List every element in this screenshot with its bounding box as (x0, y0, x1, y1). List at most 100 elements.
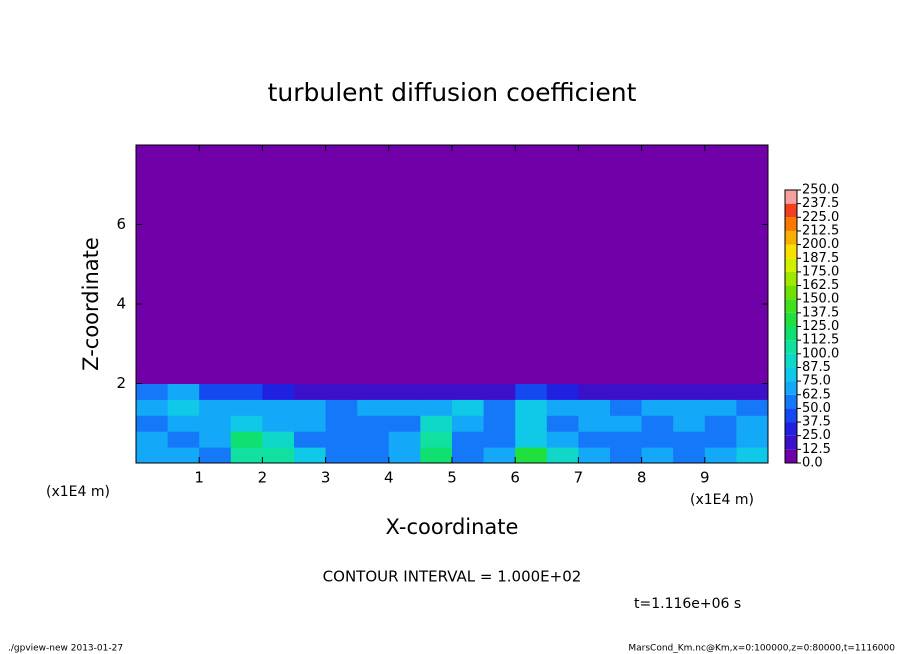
field-cell (230, 399, 263, 416)
colorbar-label: 175.0 (802, 264, 839, 279)
colorbar-cell (785, 258, 797, 272)
colorbar-label: 25.0 (802, 428, 831, 443)
field-cell (610, 447, 643, 464)
colorbar-cell (785, 190, 797, 204)
x-axis-label: X-coordinate (386, 515, 519, 539)
field-cell (578, 415, 611, 432)
field-cell (294, 383, 327, 400)
colorbar-cell (785, 299, 797, 313)
x-unit-label: (x1E4 m) (690, 492, 754, 508)
field-cell (452, 145, 485, 384)
field-cell (388, 145, 421, 384)
field-cell (578, 145, 611, 384)
field-cell (673, 383, 706, 400)
field-cell (736, 415, 769, 432)
field-cell (704, 431, 737, 448)
colorbar-cell (785, 203, 797, 218)
field-cell (641, 415, 674, 432)
field-cell (641, 399, 674, 416)
y-tick-label: 4 (116, 295, 126, 313)
field-cell (641, 447, 674, 464)
colorbar-cell (785, 244, 797, 259)
x-tick-label: 8 (637, 469, 647, 487)
field-cell (136, 383, 169, 400)
field-cell (452, 415, 485, 432)
field-cell (262, 145, 295, 384)
field-cell (736, 383, 769, 400)
field-cell (388, 415, 421, 432)
colorbar-cell (785, 285, 797, 300)
field-cell (357, 145, 390, 384)
field-cell (325, 399, 358, 416)
field-cell (199, 145, 232, 384)
field-cell (515, 383, 548, 400)
field-cell (483, 431, 516, 448)
colorbar-cell (785, 381, 797, 395)
field-cell (578, 431, 611, 448)
y-axis-label: Z-coordinate (79, 237, 103, 371)
colorbar-label: 50.0 (802, 401, 831, 416)
footer-left: ./gpview-new 2013-01-27 (8, 644, 123, 654)
field-cell (420, 447, 453, 464)
x-tick-label: 4 (384, 469, 394, 487)
field-cell (641, 383, 674, 400)
x-tick-label: 7 (574, 469, 584, 487)
field-cell (167, 399, 200, 416)
field-cell (167, 447, 200, 464)
colorbar-label: 212.5 (802, 223, 839, 238)
field-cell (736, 145, 769, 384)
field-cell (515, 145, 548, 384)
x-tick-label: 3 (321, 469, 331, 487)
field-cell (262, 383, 295, 400)
field-cell (704, 399, 737, 416)
colorbar-cell (785, 394, 797, 409)
colorbar-label: 12.5 (802, 442, 831, 457)
field-cell (483, 383, 516, 400)
field-cell (420, 383, 453, 400)
colorbar-cell (785, 408, 797, 423)
colorbar-label: 0.0 (802, 456, 823, 471)
field-cell (199, 447, 232, 464)
field-cell (704, 145, 737, 384)
x-tick-label: 1 (194, 469, 204, 487)
x-tick-label: 6 (510, 469, 520, 487)
x-tick-label: 9 (700, 469, 710, 487)
colorbar-label: 250.0 (802, 183, 839, 198)
field-cell (515, 415, 548, 432)
colorbar-label: 87.5 (802, 360, 831, 375)
colorbar-cell (785, 367, 797, 382)
field-cell (167, 145, 200, 384)
field-cell (294, 145, 327, 384)
field-cell (420, 415, 453, 432)
field-cell (357, 431, 390, 448)
field-cell (610, 399, 643, 416)
colorbar-label: 37.5 (802, 415, 831, 430)
field-cell (388, 399, 421, 416)
field-cell (483, 399, 516, 416)
field-cell (294, 447, 327, 464)
footer-right: MarsCond_Km.nc@Km,x=0:100000,z=0:80000,t… (628, 644, 895, 654)
field-cell (483, 145, 516, 384)
field-cell (136, 415, 169, 432)
colorbar-cell (785, 326, 797, 341)
field-cell (673, 399, 706, 416)
colorbar-label: 200.0 (802, 237, 839, 252)
field-cell (704, 415, 737, 432)
field-cell (673, 431, 706, 448)
y-tick-label: 6 (116, 215, 126, 233)
field-cell (136, 145, 169, 384)
field-cell (262, 399, 295, 416)
field-cell (578, 399, 611, 416)
field-cell (736, 447, 769, 464)
field-cell (452, 399, 485, 416)
field-cell (420, 431, 453, 448)
field-cell (546, 145, 579, 384)
colorbar-cell (785, 271, 797, 286)
field-cell (388, 431, 421, 448)
colorbar-cell (785, 217, 797, 231)
field-cell (610, 145, 643, 384)
field-cell (136, 431, 169, 448)
field-cell (199, 431, 232, 448)
colorbar-label: 112.5 (802, 333, 839, 348)
